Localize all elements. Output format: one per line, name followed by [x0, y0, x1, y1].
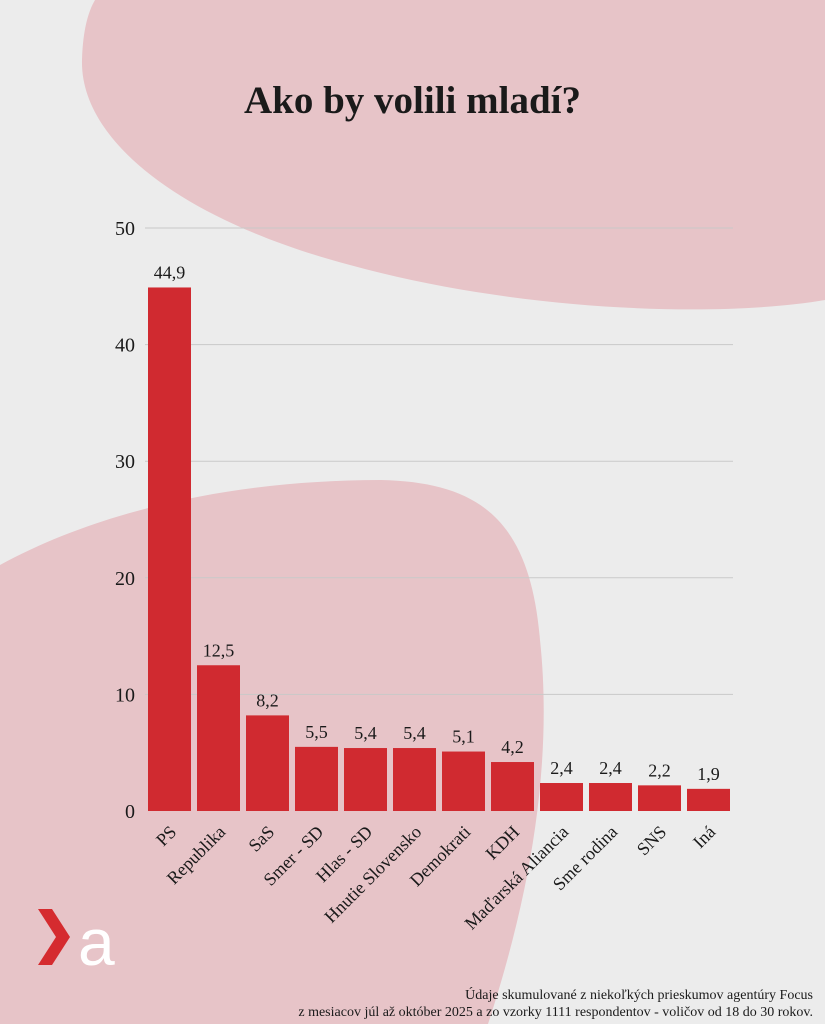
chart-gridlines [145, 227, 733, 695]
chart-title: Ako by volili mladí? [244, 79, 581, 122]
y-tick-label: 40 [115, 335, 135, 357]
y-axis-ticks: 0 10 20 30 40 50 [115, 218, 135, 823]
data-label: 2,2 [648, 760, 671, 780]
bar [246, 715, 289, 811]
footnote-line-2: z mesiacov júl až október 2025 a zo vzor… [298, 1005, 813, 1020]
bar [687, 788, 730, 811]
data-label: 44,9 [154, 262, 186, 282]
y-tick-label: 50 [115, 218, 135, 240]
data-label: 12,5 [203, 640, 235, 660]
data-label: 2,4 [550, 758, 573, 778]
background-blob-top [81, 0, 825, 310]
bar [393, 748, 436, 811]
source-footnote: Údaje skumulované z niekoľkých prieskumo… [298, 987, 813, 1021]
footnote-line-1: Údaje skumulované z niekoľkých prieskumo… [465, 988, 813, 1003]
y-tick-label: 10 [115, 684, 135, 706]
y-tick-label: 0 [125, 801, 135, 823]
data-label: 5,1 [452, 727, 475, 747]
bar [197, 665, 240, 811]
bar-value-labels: 44,9 12,5 8,2 5,5 5,4 5,4 5,1 4,2 2,4 2,4 2,2 1,9 [154, 262, 720, 783]
data-label: 8,2 [256, 690, 279, 710]
data-label: 2,4 [599, 758, 622, 778]
bar [148, 287, 191, 811]
x-tick-label: KDH [482, 822, 524, 864]
dennik-n-logo-icon: a [38, 905, 115, 975]
y-tick-label: 30 [115, 451, 135, 473]
data-label: 1,9 [697, 764, 720, 784]
bar [540, 783, 583, 811]
chart-bars [148, 287, 730, 811]
data-label: 4,2 [501, 737, 524, 757]
data-label: 5,4 [403, 723, 426, 743]
y-tick-label: 20 [115, 568, 135, 590]
x-tick-label: PS [152, 822, 180, 850]
x-tick-label: SNS [633, 822, 670, 859]
logo-letter: a [78, 905, 115, 975]
x-tick-label: Iná [689, 822, 719, 852]
bar [295, 746, 338, 811]
bar [442, 751, 485, 811]
bar [491, 762, 534, 811]
data-label: 5,5 [305, 722, 328, 742]
x-tick-label: SaS [244, 822, 278, 856]
logo-arrow [38, 909, 70, 965]
bar [638, 785, 681, 811]
bar [344, 748, 387, 811]
bar [589, 783, 632, 811]
data-label: 5,4 [354, 723, 377, 743]
